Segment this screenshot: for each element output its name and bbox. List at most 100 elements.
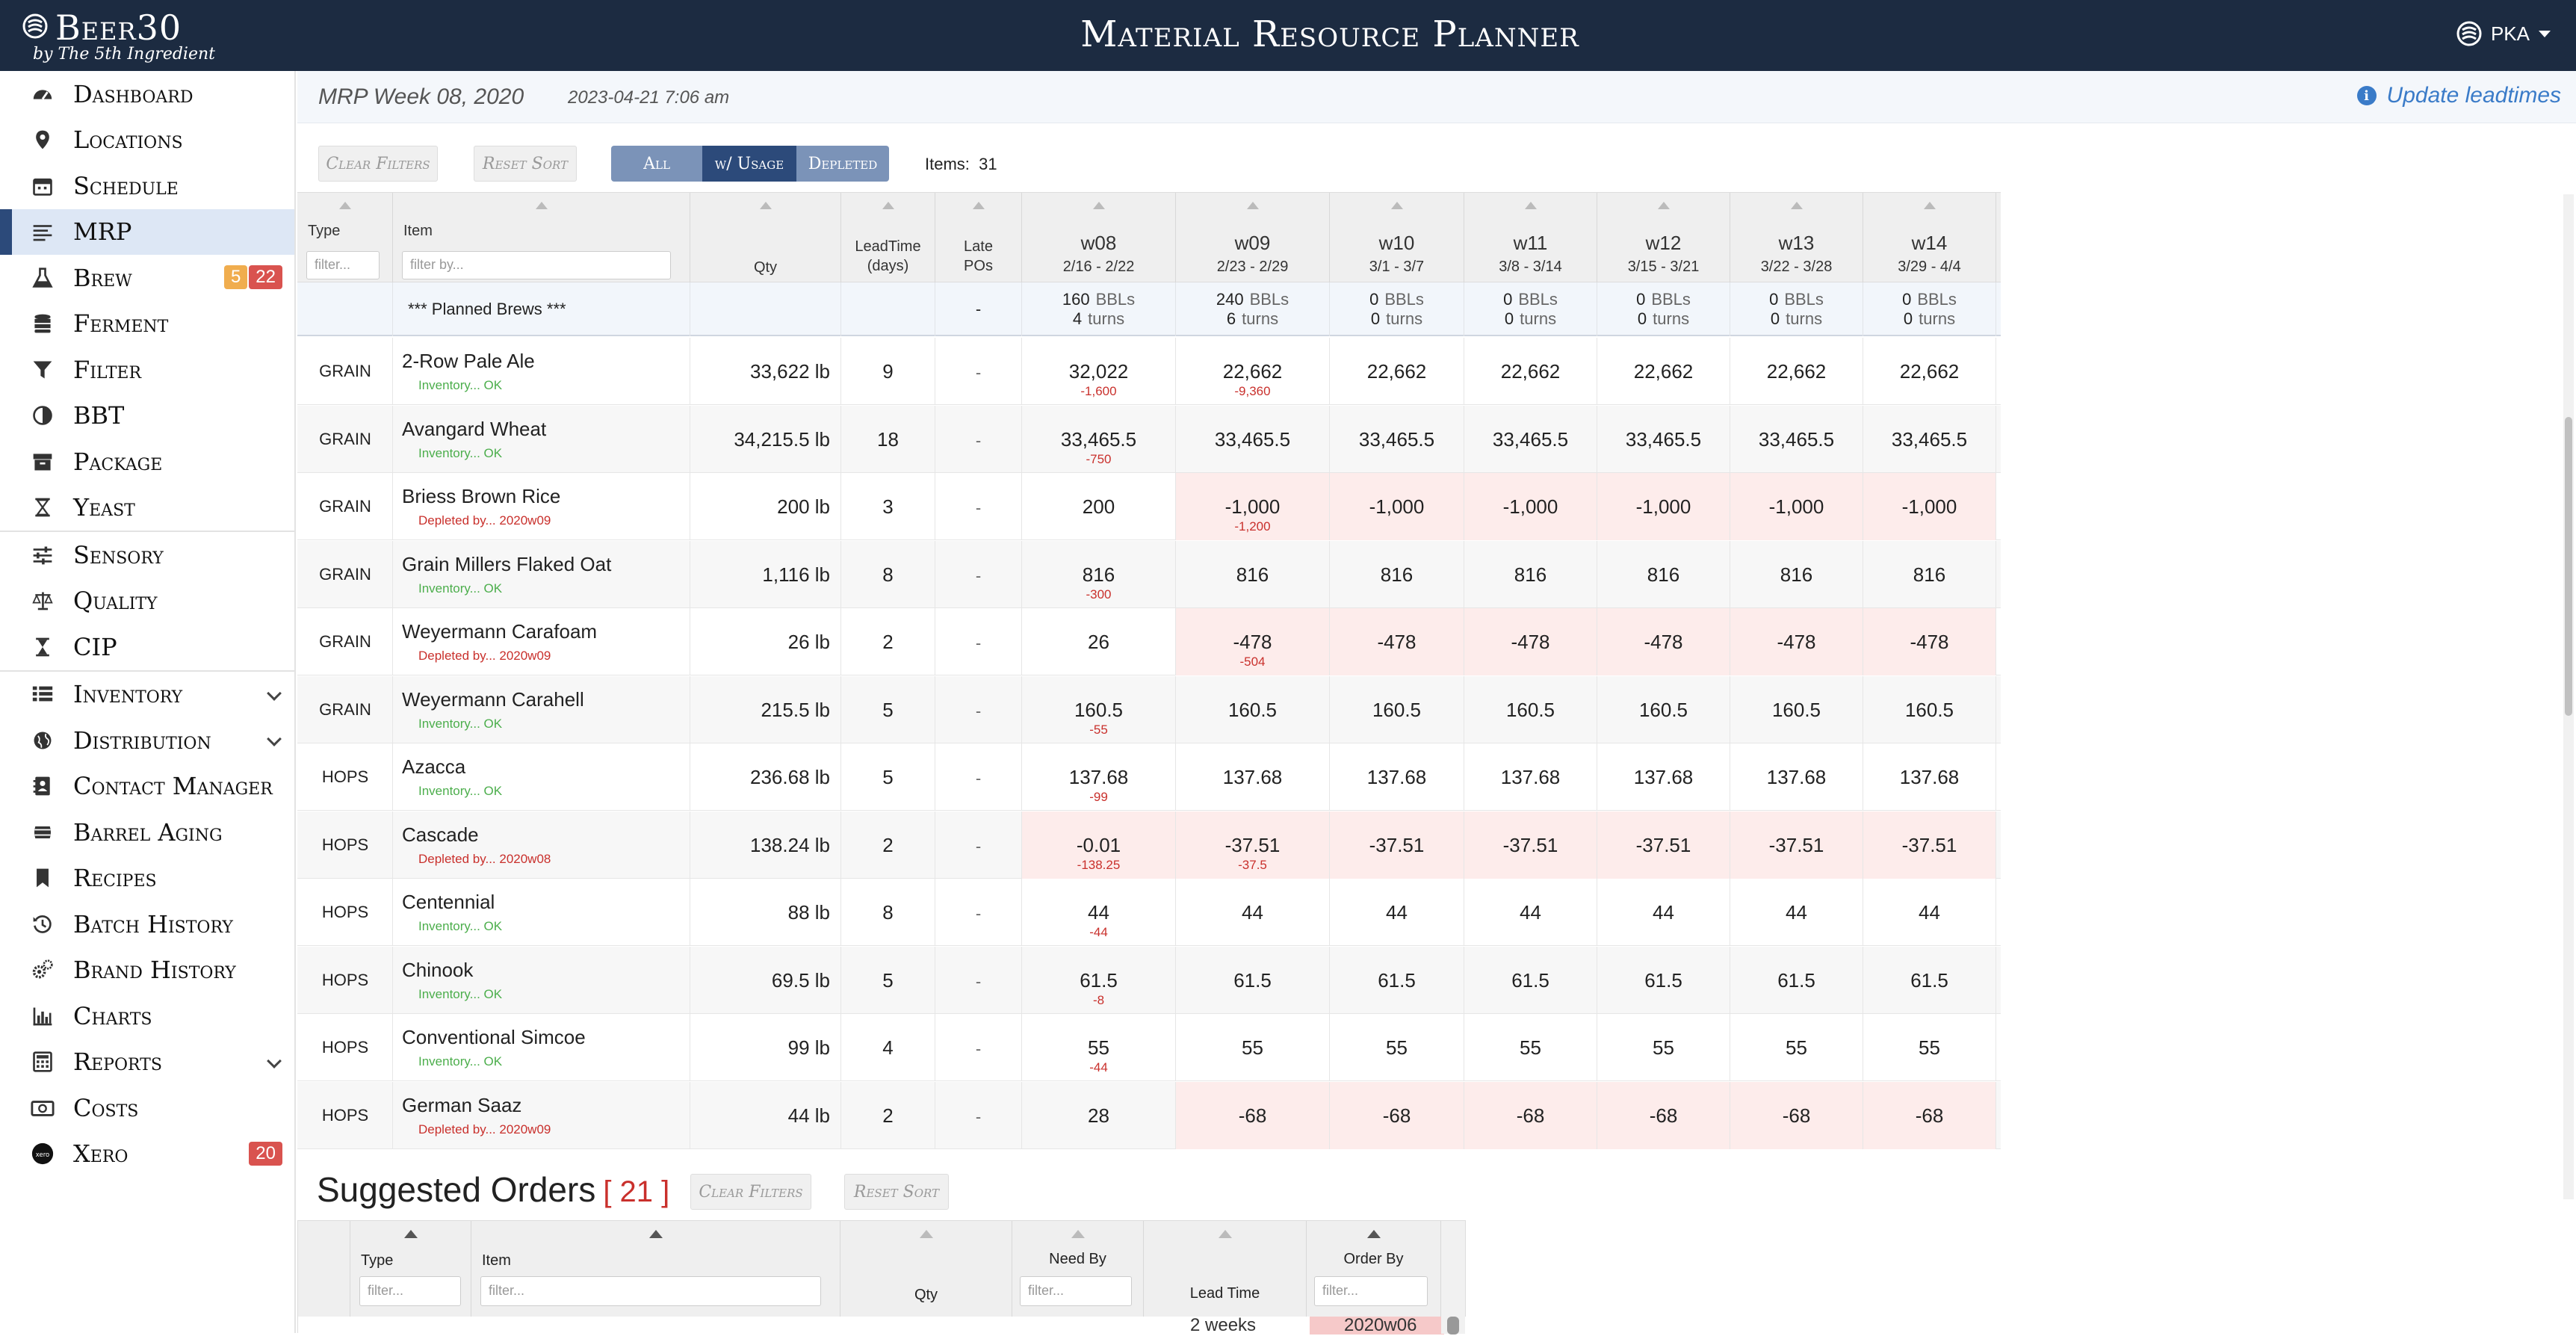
sidebar-item-recipes[interactable]: Recipes bbox=[0, 856, 294, 902]
sidebar-item-distribution[interactable]: Distribution bbox=[0, 717, 294, 764]
sidebar-item-barrel-aging[interactable]: Barrel Aging bbox=[0, 809, 294, 856]
cell-item[interactable]: Azacca Inventory... OK bbox=[393, 743, 690, 811]
col-leadtime[interactable]: LeadTime (days) bbox=[841, 193, 935, 282]
col-week-w13[interactable]: w13 3/22 - 3/28 bbox=[1730, 193, 1863, 282]
col-week-w12[interactable]: w12 3/15 - 3/21 bbox=[1597, 193, 1730, 282]
so-item-filter[interactable]: filter... bbox=[480, 1276, 821, 1306]
item-name[interactable]: Briess Brown Rice bbox=[402, 485, 561, 507]
type-filter[interactable]: filter... bbox=[306, 251, 380, 279]
item-name[interactable]: Weyermann Carafoam bbox=[402, 620, 598, 643]
item-name[interactable]: Avangard Wheat bbox=[402, 417, 547, 440]
chevron-down-icon[interactable] bbox=[267, 685, 282, 701]
col-week-w09[interactable]: w09 2/23 - 2/29 bbox=[1176, 193, 1330, 282]
item-name[interactable]: Weyermann Carahell bbox=[402, 687, 584, 711]
sidebar-item-bbt[interactable]: BBT bbox=[0, 393, 294, 439]
table-row[interactable]: HOPS Chinook Inventory... OK 69.5 lb 5-61.5-… bbox=[297, 946, 2001, 1014]
sidebar-item-yeast[interactable]: Yeast bbox=[0, 485, 294, 531]
chevron-down-icon[interactable] bbox=[267, 1053, 282, 1069]
table-scrollbar[interactable] bbox=[2563, 194, 2574, 1199]
col-qty[interactable]: Qty bbox=[690, 193, 841, 282]
table-row[interactable]: HOPS Azacca Inventory... OK 236.68 lb 5 - 137.… bbox=[297, 743, 2001, 811]
sidebar-item-filter[interactable]: Filter bbox=[0, 347, 294, 393]
col-late-pos[interactable]: Late POs bbox=[935, 193, 1022, 282]
so-order-by-filter[interactable]: filter... bbox=[1314, 1276, 1428, 1306]
cell-item[interactable]: Briess Brown Rice Depleted by... 2020w09 bbox=[393, 473, 690, 540]
so-reset-sort-button[interactable]: Reset Sort bbox=[844, 1174, 949, 1210]
so-type-filter[interactable]: filter... bbox=[359, 1276, 461, 1306]
col-type[interactable]: Type filter... bbox=[297, 193, 393, 282]
cell-item[interactable]: Centennial Inventory... OK bbox=[393, 879, 690, 946]
sidebar-item-reports[interactable]: Reports bbox=[0, 1039, 294, 1086]
item-name[interactable]: Conventional Simcoe bbox=[402, 1026, 586, 1048]
segment-depleted[interactable]: Depleted bbox=[796, 146, 889, 182]
so-col-lead-time[interactable]: Lead Time bbox=[1144, 1221, 1307, 1334]
so-first-row[interactable] bbox=[298, 1317, 1467, 1335]
cell-item[interactable]: 2-Row Pale Ale Inventory... OK bbox=[393, 338, 690, 405]
table-scroll-thumb[interactable] bbox=[2565, 417, 2572, 716]
sidebar-item-schedule[interactable]: Schedule bbox=[0, 163, 294, 209]
so-col-qty[interactable]: Qty bbox=[840, 1221, 1012, 1334]
table-row[interactable]: GRAIN Grain Millers Flaked Oat Inventory..… bbox=[297, 540, 2001, 608]
segment-all[interactable]: All bbox=[611, 146, 702, 182]
item-name[interactable]: Chinook bbox=[402, 958, 474, 981]
table-row[interactable]: HOPS Cascade Depleted by... 2020w08 138.24 … bbox=[297, 811, 2001, 879]
sidebar-item-locations[interactable]: Locations bbox=[0, 117, 294, 164]
item-filter[interactable]: filter by... bbox=[402, 251, 671, 279]
segment-with-usage[interactable]: w/ Usage bbox=[702, 146, 796, 182]
so-scroll-thumb[interactable] bbox=[1447, 1317, 1459, 1335]
sidebar-item-dashboard[interactable]: Dashboard bbox=[0, 71, 294, 117]
cell-item[interactable]: Cascade Depleted by... 2020w08 bbox=[393, 811, 690, 879]
so-col-order-by[interactable]: Order By filter... bbox=[1307, 1221, 1441, 1334]
so-scrollbar[interactable] bbox=[1441, 1221, 1465, 1335]
cell-item[interactable]: Avangard Wheat Inventory... OK bbox=[393, 405, 690, 473]
table-row[interactable]: GRAIN 2-Row Pale Ale Inventory... OK 33,622… bbox=[297, 338, 2001, 405]
table-row[interactable]: HOPS Centennial Inventory... OK 88 lb 8-44 -4… bbox=[297, 879, 2001, 946]
reset-sort-button[interactable]: Reset Sort bbox=[474, 146, 577, 182]
item-name[interactable]: Cascade bbox=[402, 823, 479, 846]
table-row[interactable]: GRAIN Weyermann Carafoam Depleted by... 20… bbox=[297, 608, 2001, 675]
col-week-w11[interactable]: w11 3/8 - 3/14 bbox=[1464, 193, 1597, 282]
item-name[interactable]: Grain Millers Flaked Oat bbox=[402, 552, 612, 575]
cell-item[interactable]: Grain Millers Flaked Oat Inventory... OK bbox=[393, 540, 690, 608]
sidebar-item-quality[interactable]: Quality bbox=[0, 578, 294, 625]
user-menu[interactable]: PKA bbox=[2456, 21, 2551, 46]
item-name[interactable]: 2-Row Pale Ale bbox=[402, 350, 535, 372]
clear-filters-button[interactable]: Clear Filters bbox=[318, 146, 438, 182]
cell-item[interactable]: Conventional Simcoe Inventory... OK bbox=[393, 1014, 690, 1081]
chevron-down-icon[interactable] bbox=[267, 732, 282, 746]
so-need-by-filter[interactable]: filter... bbox=[1020, 1276, 1132, 1306]
sidebar-item-batch-history[interactable]: Batch History bbox=[0, 901, 294, 947]
item-name[interactable]: Centennial bbox=[402, 891, 495, 913]
update-leadtimes-link[interactable]: i Update leadtimes bbox=[2356, 83, 2561, 108]
sidebar-item-costs[interactable]: Costs bbox=[0, 1085, 294, 1131]
table-row[interactable]: HOPS German Saaz Depleted by... 2020w09 44 … bbox=[297, 1081, 2001, 1149]
sidebar-item-mrp[interactable]: MRP bbox=[0, 208, 294, 255]
cell-item[interactable]: German Saaz Depleted by... 2020w09 bbox=[393, 1081, 690, 1149]
sidebar-item-brew[interactable]: Brew 5 22 bbox=[0, 255, 294, 301]
brand-logo[interactable]: Beer30 by The 5th Ingredient bbox=[22, 6, 291, 66]
sidebar-item-contact-manager[interactable]: Contact Manager bbox=[0, 764, 294, 810]
table-row[interactable]: GRAIN Briess Brown Rice Depleted by... 202… bbox=[297, 473, 2001, 540]
table-row[interactable]: GRAIN Weyermann Carahell Inventory... OK 21… bbox=[297, 675, 2001, 743]
sidebar-item-package[interactable]: Package bbox=[0, 439, 294, 485]
col-week-w14[interactable]: w14 3/29 - 4/4 bbox=[1863, 193, 1996, 282]
sidebar-item-inventory[interactable]: Inventory bbox=[0, 672, 294, 718]
so-col-need-by[interactable]: Need By filter... bbox=[1012, 1221, 1144, 1334]
sidebar-item-xero[interactable]: xero Xero 20 bbox=[0, 1131, 294, 1178]
so-clear-filters-button[interactable]: Clear Filters bbox=[690, 1174, 811, 1210]
cell-item[interactable]: Weyermann Carafoam Depleted by... 2020w09 bbox=[393, 608, 690, 675]
col-item[interactable]: Item filter by... bbox=[393, 193, 690, 282]
so-col-item[interactable]: Item filter... bbox=[471, 1221, 840, 1334]
sidebar-item-brand-history[interactable]: Brand History bbox=[0, 947, 294, 994]
so-col-type[interactable]: Type filter... bbox=[350, 1221, 471, 1334]
sidebar-item-cip[interactable]: CIP bbox=[0, 624, 294, 670]
col-week-w08[interactable]: w08 2/16 - 2/22 bbox=[1022, 193, 1176, 282]
item-name[interactable]: German Saaz bbox=[402, 1093, 522, 1116]
col-week-w10[interactable]: w10 3/1 - 3/7 bbox=[1330, 193, 1464, 282]
sidebar-item-charts[interactable]: Charts bbox=[0, 993, 294, 1039]
sidebar-item-sensory[interactable]: Sensory bbox=[0, 532, 294, 578]
cell-item[interactable]: Weyermann Carahell Inventory... OK bbox=[393, 675, 690, 743]
table-row[interactable]: HOPS Conventional Simcoe Inventory... OK 99… bbox=[297, 1014, 2001, 1081]
sidebar-item-ferment[interactable]: Ferment bbox=[0, 301, 294, 347]
cell-item[interactable]: Chinook Inventory... OK bbox=[393, 946, 690, 1014]
